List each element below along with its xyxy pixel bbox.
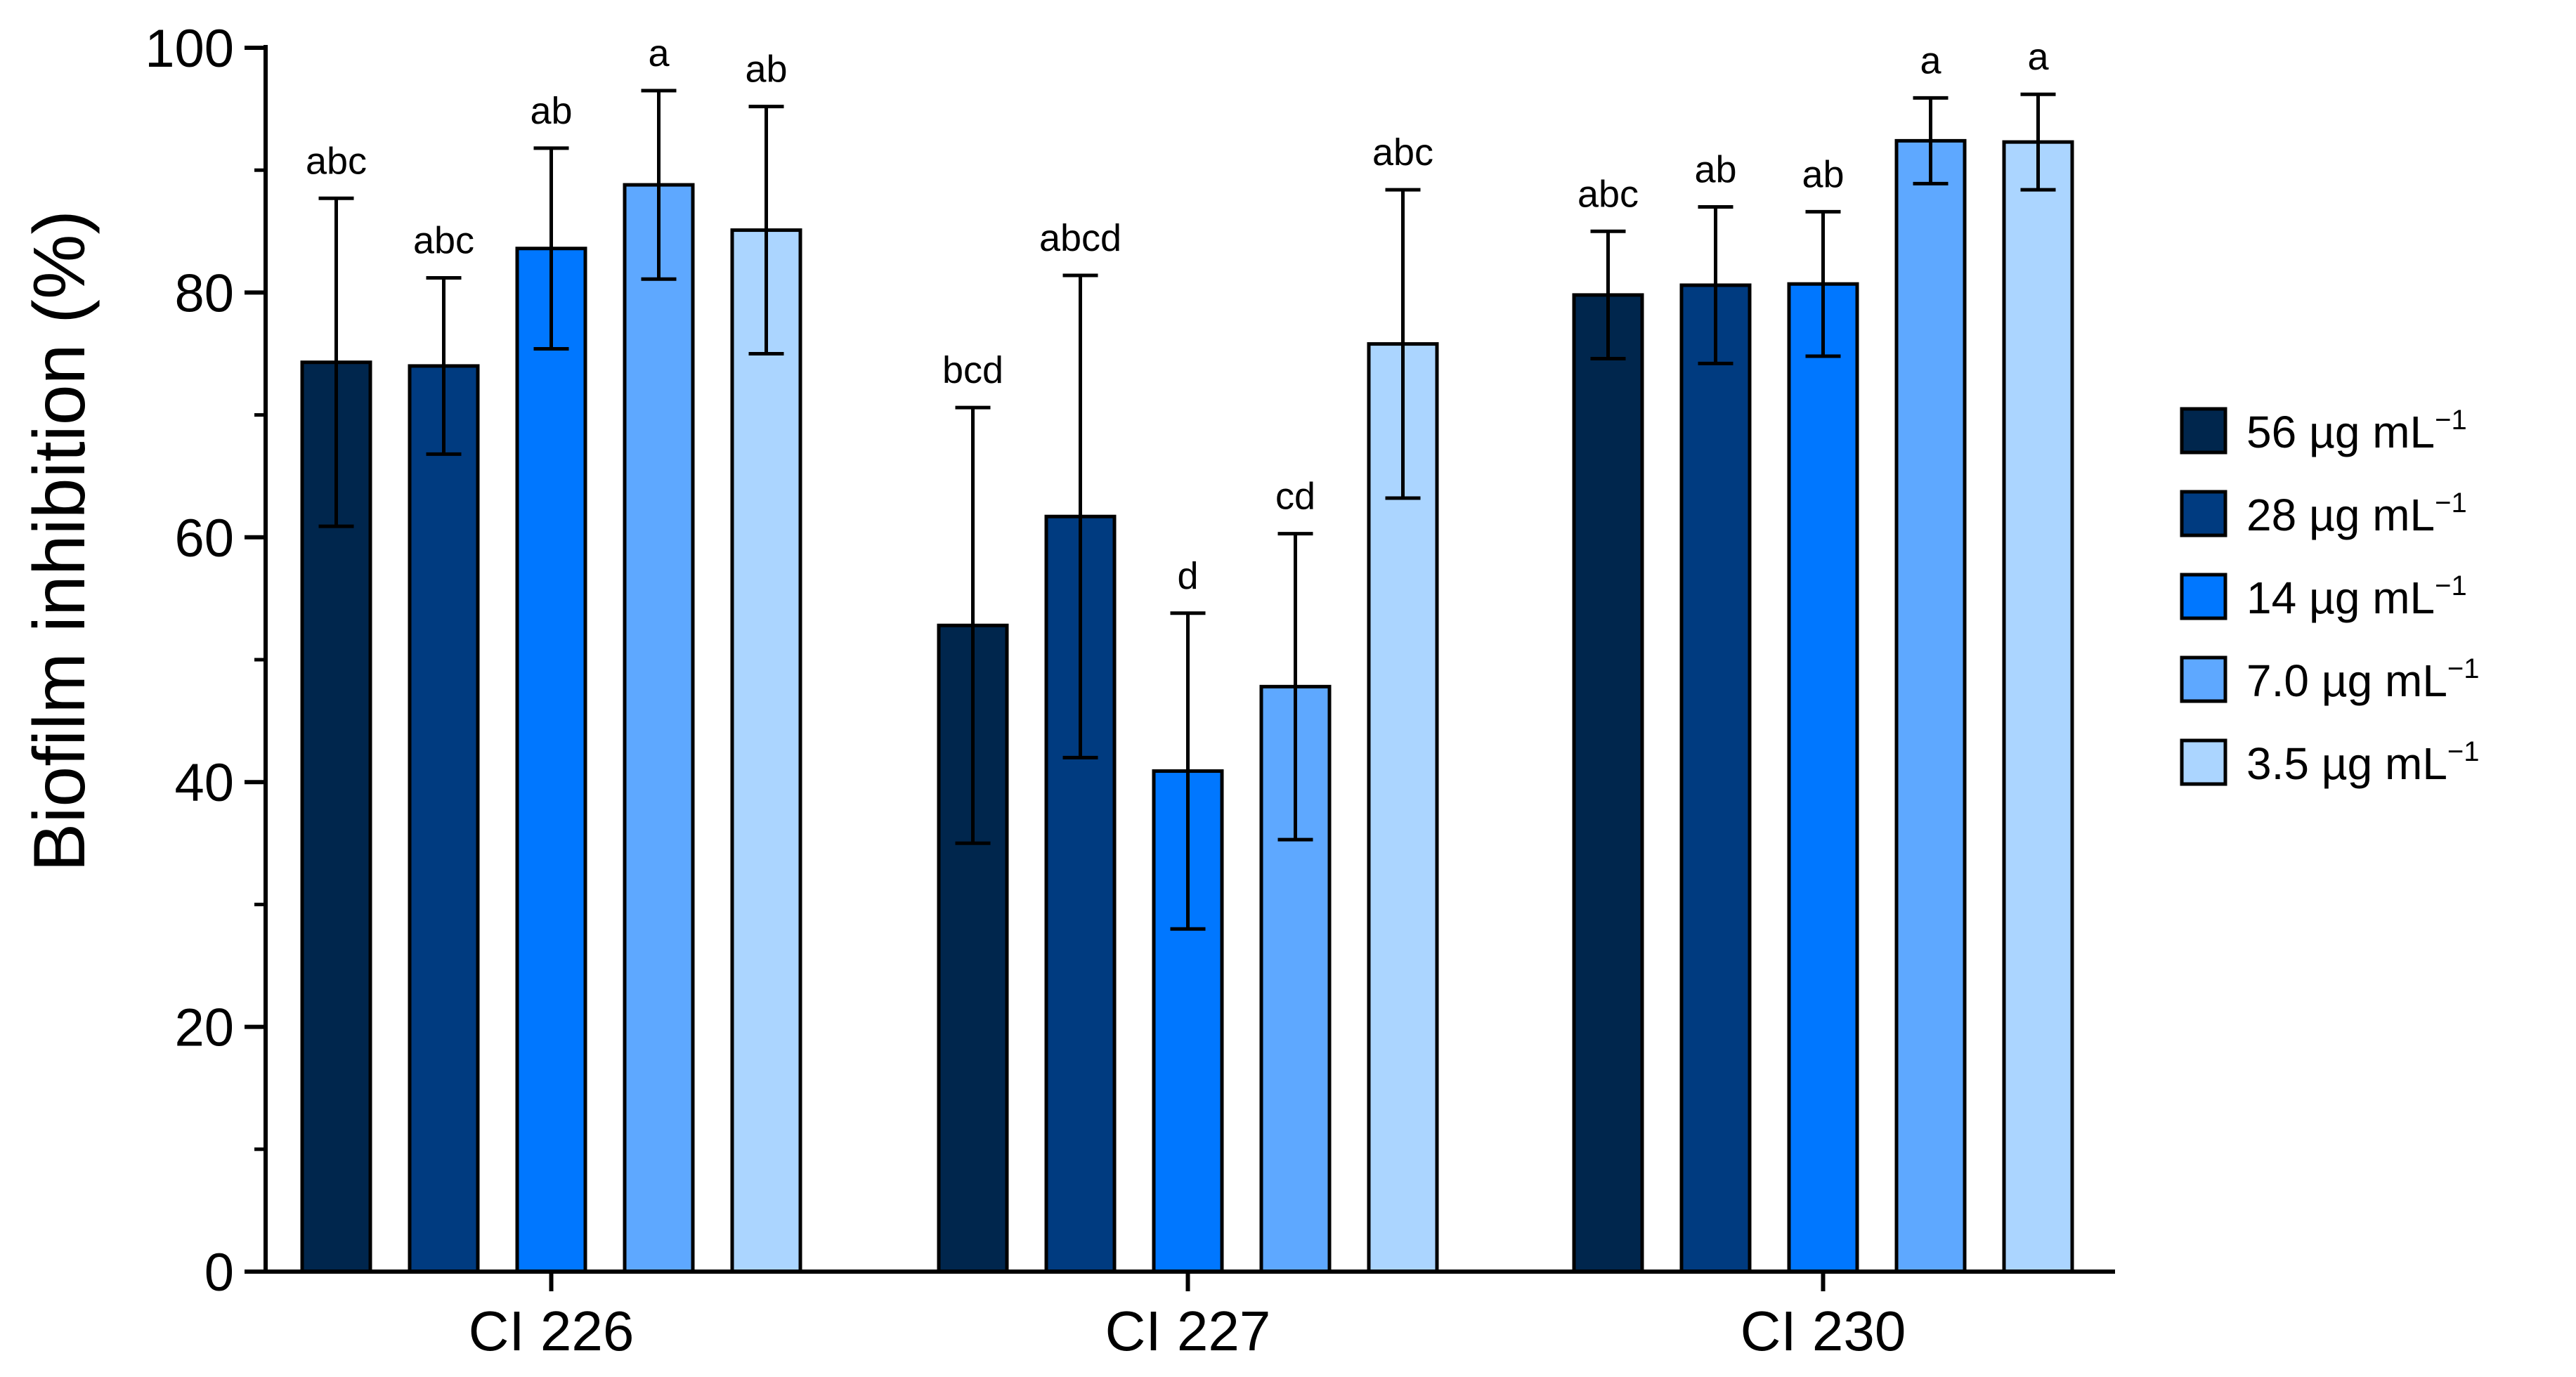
x-category-label: CI 226 — [469, 1300, 635, 1362]
x-category-label: CI 227 — [1105, 1300, 1271, 1362]
bar — [1894, 138, 1967, 1274]
bar — [623, 183, 695, 1274]
significance-label: abc — [1578, 173, 1639, 215]
significance-label: a — [648, 32, 670, 74]
significance-label: ab — [1802, 153, 1844, 195]
significance-label: ab — [745, 48, 787, 91]
y-tick-label: 40 — [174, 753, 234, 813]
bar — [2002, 140, 2074, 1274]
y-tick-label: 80 — [174, 263, 234, 323]
legend-superscript: −1 — [2447, 736, 2480, 767]
legend-label: 7.0 µg mL−1 — [2246, 653, 2480, 706]
legend-label: 14 µg mL−1 — [2246, 570, 2467, 623]
legend-superscript: −1 — [2435, 570, 2467, 601]
significance-label: bcd — [942, 349, 1003, 391]
y-tick-label: 100 — [145, 19, 234, 79]
significance-label: abc — [1372, 131, 1433, 174]
significance-label: cd — [1275, 476, 1315, 518]
significance-label: a — [2027, 36, 2049, 78]
legend-label: 56 µg mL−1 — [2246, 405, 2467, 457]
y-axis-title: Biofilm inhibition (%) — [19, 210, 100, 872]
legend-superscript: −1 — [2447, 653, 2480, 684]
axes: 0 20 40 60 80 100 CI 226 CI 227 CI 230 — [145, 19, 2115, 1362]
plot-area: abc bcd abc abc abcd ab ab d ab a cd a ab abc a — [300, 32, 2074, 1274]
bar — [515, 247, 587, 1274]
significance-label: d — [1177, 555, 1198, 597]
x-category-label: CI 230 — [1741, 1300, 1906, 1362]
legend-swatch — [2180, 407, 2227, 455]
legend-superscript: −1 — [2435, 405, 2467, 436]
bar — [1679, 283, 1752, 1274]
legend-superscript: −1 — [2435, 488, 2467, 518]
y-tick-label: 60 — [174, 509, 234, 568]
legend-swatch — [2180, 738, 2227, 786]
significance-label: ab — [1694, 148, 1736, 190]
significance-label: abcd — [1039, 217, 1121, 259]
legend-swatch — [2180, 573, 2227, 620]
legend-label: 3.5 µg mL−1 — [2246, 736, 2480, 789]
bar — [730, 228, 802, 1274]
legend-swatch — [2180, 490, 2227, 537]
bar — [1572, 293, 1644, 1274]
y-tick-label: 20 — [174, 998, 234, 1058]
bar — [1787, 282, 1859, 1274]
legend-label: 28 µg mL−1 — [2246, 488, 2467, 540]
significance-label: ab — [530, 90, 572, 132]
legend-swatch — [2180, 655, 2227, 703]
significance-label: abc — [413, 219, 474, 261]
significance-label: abc — [306, 140, 367, 182]
legend: 56 µg mL−1 28 µg mL−1 14 µg mL−1 7.0 µg mL−… — [2180, 405, 2480, 789]
significance-label: a — [1920, 39, 1941, 81]
y-tick-label: 0 — [204, 1243, 234, 1303]
bar — [408, 364, 480, 1274]
